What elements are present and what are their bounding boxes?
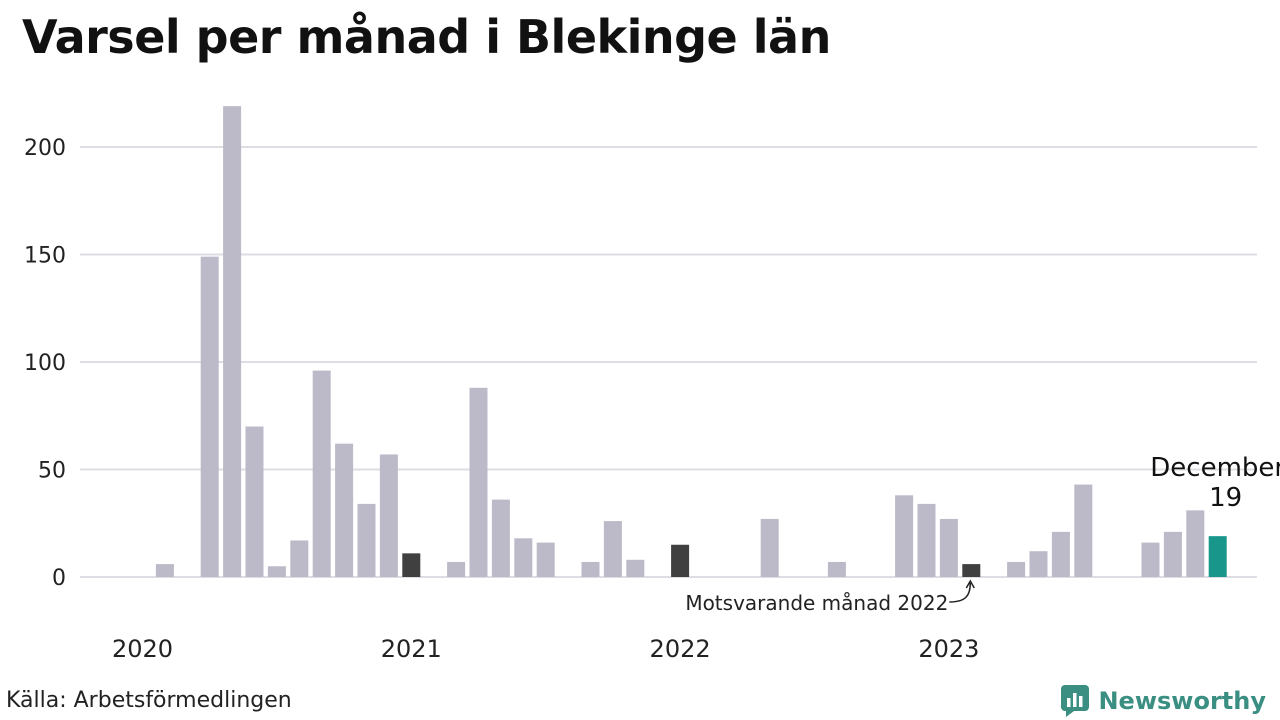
bar-2021-03 bbox=[447, 561, 466, 577]
y-tick-label-50: 50 bbox=[38, 459, 66, 484]
bar-2020-09 bbox=[312, 370, 331, 577]
bar-2021-07 bbox=[536, 542, 555, 577]
annotation-arrowhead bbox=[965, 579, 975, 589]
source-note: Källa: Arbetsförmedlingen bbox=[6, 688, 292, 713]
y-tick-label-200: 200 bbox=[24, 136, 66, 161]
annotation-arrow bbox=[949, 582, 972, 603]
bar-current-48 bbox=[1208, 536, 1227, 577]
bar-2022-08 bbox=[827, 561, 846, 577]
bar-2023-04 bbox=[1007, 561, 1026, 577]
bar-2021-01 bbox=[402, 553, 421, 577]
x-axis: 2020 2021 2022 2023 bbox=[112, 635, 979, 663]
current-month-value: 19 bbox=[1209, 483, 1242, 513]
bars bbox=[155, 106, 1227, 578]
y-tick-label-0: 0 bbox=[52, 566, 66, 591]
bar-2023-07 bbox=[1074, 484, 1093, 577]
chart-title: Varsel per månad i Blekinge län bbox=[22, 10, 831, 64]
bar-chart: 0 50 100 150 200 2020 2021 2022 2023 December19… bbox=[24, 106, 1280, 663]
bar-2022-05 bbox=[760, 518, 779, 577]
x-year-label-2021: 2021 bbox=[381, 635, 442, 663]
bar-2020-07 bbox=[267, 566, 286, 577]
bar-2023-06 bbox=[1051, 531, 1070, 577]
bar-2023-01 bbox=[939, 518, 958, 577]
brand-name: Newsworthy bbox=[1098, 687, 1266, 715]
bar-2023-12 bbox=[1186, 510, 1205, 577]
bar-2021-10 bbox=[603, 521, 622, 577]
bar-2020-08 bbox=[290, 540, 309, 577]
bar-2020-04 bbox=[200, 256, 219, 577]
bar-2020-02 bbox=[155, 564, 174, 577]
bar-2022-12 bbox=[917, 503, 936, 577]
bar-2021-09 bbox=[581, 561, 600, 577]
bar-2021-06 bbox=[514, 538, 533, 577]
bar-2023-02 bbox=[962, 564, 981, 577]
newsworthy-logo-icon bbox=[1061, 685, 1090, 717]
y-tick-label-150: 150 bbox=[24, 244, 66, 269]
bar-2021-04 bbox=[469, 387, 488, 577]
bar-2023-05 bbox=[1029, 551, 1048, 577]
bar-2020-12 bbox=[379, 454, 398, 577]
x-year-label-2020: 2020 bbox=[112, 635, 173, 663]
y-tick-label-100: 100 bbox=[24, 351, 66, 376]
bar-2020-06 bbox=[245, 426, 264, 577]
annotation-previous-year: Motsvarande månad 2022 bbox=[685, 591, 948, 615]
x-year-label-2022: 2022 bbox=[650, 635, 711, 663]
current-month-label: December bbox=[1150, 453, 1280, 483]
bar-2023-10 bbox=[1141, 542, 1160, 577]
brand-logo[interactable]: Newsworthy bbox=[1060, 684, 1266, 718]
bar-2022-11 bbox=[895, 495, 914, 577]
bar-2020-05 bbox=[223, 106, 242, 578]
bar-2020-10 bbox=[335, 443, 354, 577]
x-year-label-2023: 2023 bbox=[918, 635, 979, 663]
bar-2023-11 bbox=[1163, 531, 1182, 577]
y-axis: 0 50 100 150 200 bbox=[24, 136, 66, 591]
bar-2021-11 bbox=[626, 559, 645, 577]
bar-2022-01 bbox=[671, 544, 690, 577]
bar-2020-11 bbox=[357, 503, 376, 577]
bar-2021-05 bbox=[491, 499, 510, 577]
